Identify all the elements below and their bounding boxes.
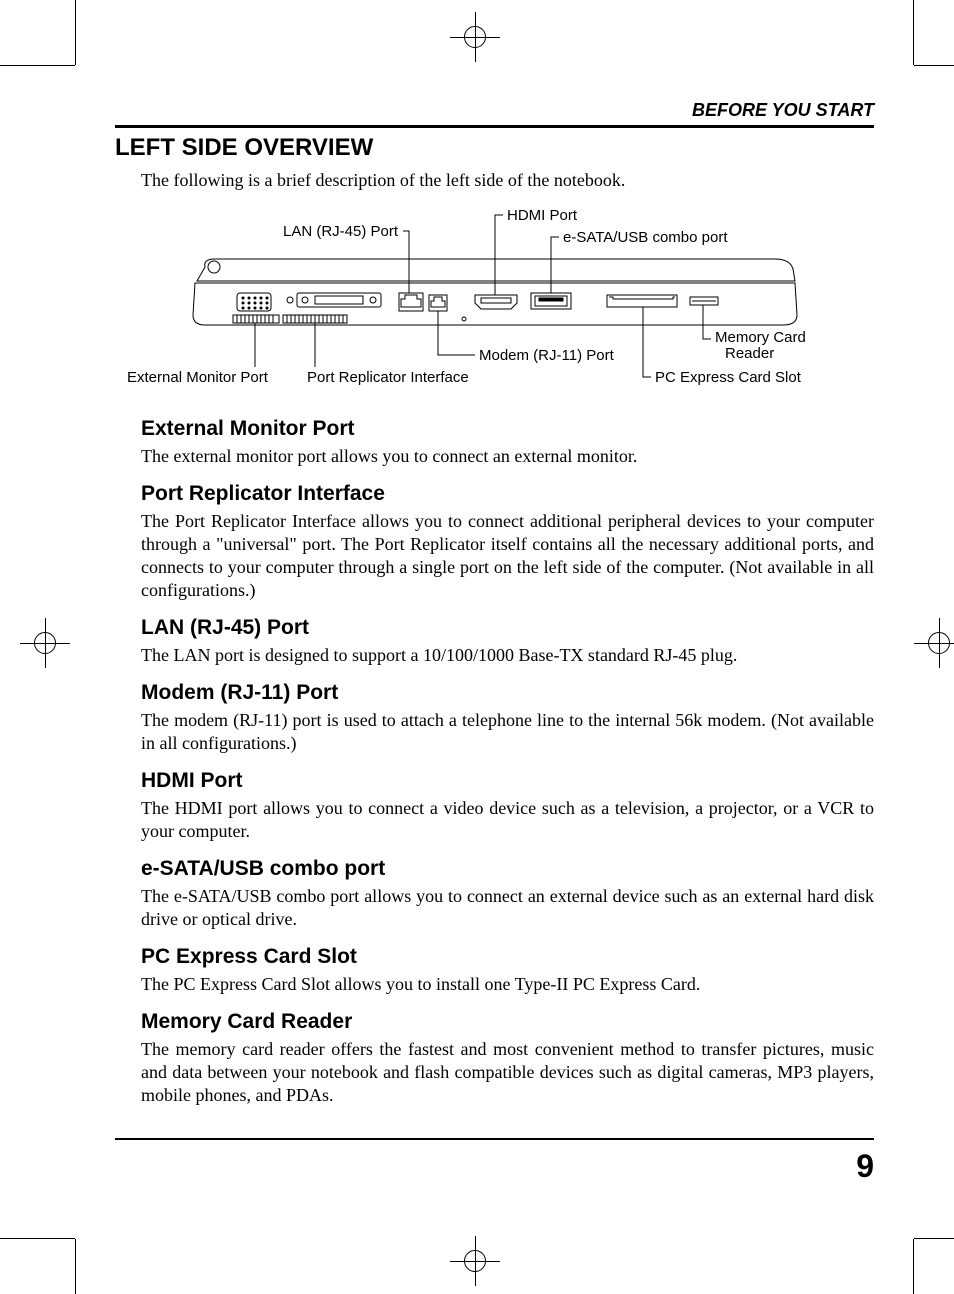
section-body: The PC Express Card Slot allows you to i… <box>141 973 874 996</box>
section-heading: HDMI Port <box>141 769 874 793</box>
section-body: The Port Replicator Interface allows you… <box>141 510 874 602</box>
header-rule <box>115 125 874 128</box>
section-esata: e-SATA/USB combo port The e-SATA/USB com… <box>115 857 874 931</box>
label-mem-card-1: Memory Card <box>715 329 806 346</box>
section-memory-card: Memory Card Reader The memory card reade… <box>115 1010 874 1107</box>
section-heading: LAN (RJ-45) Port <box>141 616 874 640</box>
section-port-replicator: Port Replicator Interface The Port Repli… <box>115 482 874 602</box>
section-heading: e-SATA/USB combo port <box>141 857 874 881</box>
label-port-repl: Port Replicator Interface <box>307 369 469 386</box>
section-heading: PC Express Card Slot <box>141 945 874 969</box>
label-lan: LAN (RJ-45) Port <box>283 223 398 240</box>
label-mem-card-2: Reader <box>725 345 774 362</box>
registration-mark-right <box>914 618 954 668</box>
section-body: The external monitor port allows you to … <box>141 445 874 468</box>
registration-mark-bottom <box>450 1236 500 1286</box>
section-body: The e-SATA/USB combo port allows you to … <box>141 885 874 931</box>
registration-mark-top <box>450 12 500 62</box>
page-content: BEFORE YOU START LEFT SIDE OVERVIEW The … <box>115 100 874 1204</box>
label-esata: e-SATA/USB combo port <box>563 229 728 246</box>
label-ext-monitor: External Monitor Port <box>127 369 268 386</box>
page-number: 9 <box>115 1148 874 1185</box>
section-body: The memory card reader offers the fastes… <box>141 1038 874 1107</box>
page-title: LEFT SIDE OVERVIEW <box>115 134 874 162</box>
section-external-monitor: External Monitor Port The external monit… <box>115 417 874 468</box>
label-hdmi: HDMI Port <box>507 207 577 224</box>
running-header: BEFORE YOU START <box>115 100 874 121</box>
section-heading: Memory Card Reader <box>141 1010 874 1034</box>
left-side-diagram: LAN (RJ-45) Port HDMI Port e-SATA/USB co… <box>115 207 835 397</box>
section-hdmi: HDMI Port The HDMI port allows you to co… <box>115 769 874 843</box>
section-body: The HDMI port allows you to connect a vi… <box>141 797 874 843</box>
footer-rule <box>115 1138 874 1140</box>
registration-mark-left <box>20 618 70 668</box>
section-pc-express: PC Express Card Slot The PC Express Card… <box>115 945 874 996</box>
section-modem: Modem (RJ-11) Port The modem (RJ-11) por… <box>115 681 874 755</box>
label-modem: Modem (RJ-11) Port <box>479 347 614 364</box>
section-lan: LAN (RJ-45) Port The LAN port is designe… <box>115 616 874 667</box>
section-heading: Port Replicator Interface <box>141 482 874 506</box>
section-heading: Modem (RJ-11) Port <box>141 681 874 705</box>
section-body: The modem (RJ-11) port is used to attach… <box>141 709 874 755</box>
section-body: The LAN port is designed to support a 10… <box>141 644 874 667</box>
section-heading: External Monitor Port <box>141 417 874 441</box>
intro-text: The following is a brief description of … <box>141 170 874 191</box>
label-pc-express: PC Express Card Slot <box>655 369 801 386</box>
